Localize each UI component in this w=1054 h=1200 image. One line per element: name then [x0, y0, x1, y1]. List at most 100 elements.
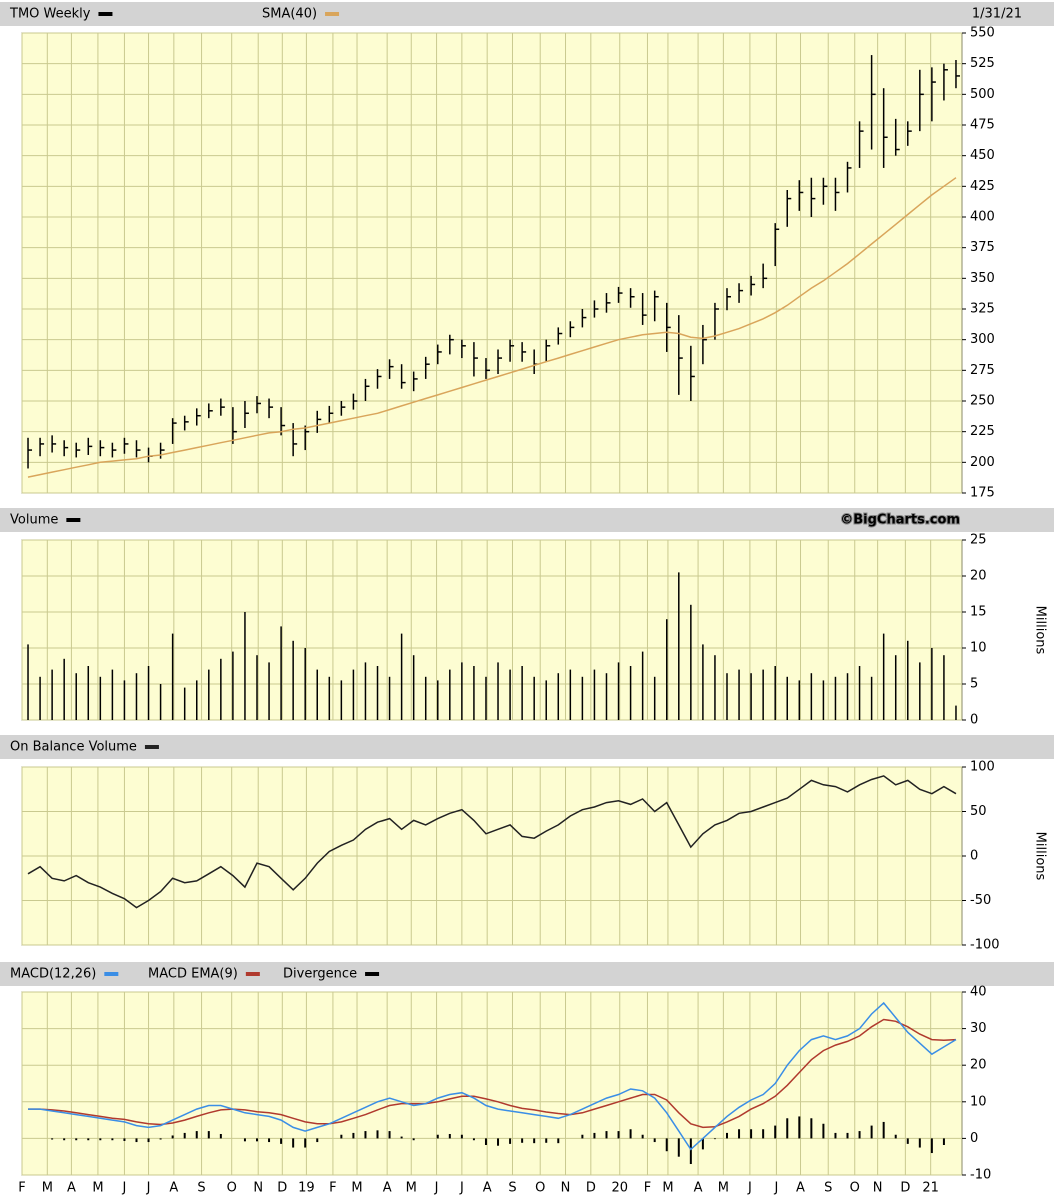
y-tick-label: 550 — [970, 26, 995, 41]
legend-swatch — [144, 745, 159, 749]
macd-line — [28, 1001, 957, 1151]
y-tick-label: 500 — [970, 87, 995, 102]
x-tick-label: M — [351, 1181, 362, 1196]
x-tick-label: M — [406, 1181, 417, 1196]
y-tick-label: 200 — [970, 455, 995, 470]
y-tick-label: 40 — [970, 985, 987, 1000]
y-tick-label: 425 — [970, 179, 995, 194]
x-tick-label: O — [850, 1181, 860, 1196]
x-tick-label: S — [824, 1181, 832, 1196]
x-tick-label: M — [92, 1181, 103, 1196]
x-tick-label: O — [227, 1181, 237, 1196]
legend-label: TMO Weekly — [9, 7, 91, 22]
y-tick-label: 30 — [970, 1021, 987, 1036]
y-tick-label: -50 — [970, 893, 991, 908]
macd-ema-line — [28, 1018, 957, 1129]
panel-header — [0, 962, 1054, 986]
x-tick-label: O — [535, 1181, 545, 1196]
x-tick-label: J — [146, 1181, 151, 1196]
x-tick-label: N — [561, 1181, 571, 1196]
y-tick-label: 275 — [970, 363, 995, 378]
x-tick-label: S — [197, 1181, 205, 1196]
y-tick-label: 325 — [970, 302, 995, 317]
legend-label: Divergence — [283, 967, 357, 982]
legend-label: Volume — [10, 513, 58, 528]
legend-label: SMA(40) — [262, 7, 317, 22]
x-tick-label: D — [900, 1181, 910, 1196]
x-tick-label: D — [586, 1181, 596, 1196]
legend-label: On Balance Volume — [10, 740, 137, 755]
x-tick-label: M — [662, 1181, 673, 1196]
plot-area — [21, 539, 963, 721]
y-tick-label: 375 — [970, 240, 995, 255]
x-tick-label: A — [796, 1181, 805, 1196]
x-tick-label: 20 — [611, 1181, 628, 1196]
x-tick-label: A — [67, 1181, 76, 1196]
x-tick-label: F — [329, 1181, 336, 1196]
y-tick-label: 10 — [970, 641, 987, 656]
x-tick-label: A — [169, 1181, 178, 1196]
y-tick-label: 100 — [970, 760, 995, 775]
y-tick-label: 450 — [970, 148, 995, 163]
plot-area — [21, 32, 963, 494]
plot-area — [21, 991, 963, 1176]
source-label: ©BigCharts.com — [840, 513, 960, 528]
panel-header — [0, 2, 1054, 26]
y-tick-label: 225 — [970, 424, 995, 439]
y-tick-label: 5 — [970, 677, 978, 692]
panel-header — [0, 735, 1054, 759]
panel-header — [0, 508, 1054, 532]
legend-label: MACD EMA(9) — [148, 967, 238, 982]
x-tick-label: M — [42, 1181, 53, 1196]
date-label: 1/31/21 — [972, 7, 1022, 22]
y-tick-label: 300 — [970, 332, 995, 347]
y-axis-label: Millions — [1033, 832, 1048, 881]
y-tick-label: -100 — [970, 938, 1000, 953]
x-tick-label: F — [644, 1181, 651, 1196]
x-tick-label: A — [483, 1181, 492, 1196]
legend-label: MACD(12,26) — [10, 967, 96, 982]
y-tick-label: 25 — [970, 533, 987, 548]
legend-swatch — [245, 972, 260, 976]
y-tick-label: 175 — [970, 486, 995, 501]
y-tick-label: 250 — [970, 394, 995, 409]
y-tick-label: 350 — [970, 271, 995, 286]
legend-swatch — [325, 12, 340, 16]
y-tick-label: 20 — [970, 569, 987, 584]
x-tick-label: J — [434, 1181, 439, 1196]
x-tick-label: F — [18, 1181, 25, 1196]
x-tick-label: M — [718, 1181, 729, 1196]
y-tick-label: 15 — [970, 605, 987, 620]
legend-swatch — [98, 12, 113, 16]
y-tick-label: 0 — [970, 1131, 978, 1146]
x-tick-label: N — [253, 1181, 263, 1196]
obv-line — [27, 775, 957, 909]
y-axis-label: Millions — [1033, 606, 1048, 655]
legend-swatch — [365, 972, 380, 976]
x-tick-label: S — [508, 1181, 516, 1196]
y-tick-label: 20 — [970, 1058, 987, 1073]
y-tick-label: 475 — [970, 118, 995, 133]
y-tick-label: 10 — [970, 1094, 987, 1109]
y-tick-label: 0 — [970, 713, 978, 728]
x-tick-label: J — [459, 1181, 464, 1196]
x-tick-label: A — [694, 1181, 703, 1196]
y-tick-label: 525 — [970, 56, 995, 71]
y-tick-label: 0 — [970, 849, 978, 864]
x-tick-label: N — [873, 1181, 883, 1196]
legend-swatch — [66, 518, 81, 522]
legend-swatch — [104, 972, 119, 976]
y-tick-label: 400 — [970, 210, 995, 225]
x-tick-label: J — [773, 1181, 778, 1196]
x-tick-label: A — [383, 1181, 392, 1196]
sma-line — [27, 177, 957, 478]
y-tick-label: -10 — [970, 1168, 991, 1183]
x-tick-label: 19 — [298, 1181, 315, 1196]
x-tick-label: D — [277, 1181, 287, 1196]
x-tick-label: 21 — [922, 1181, 939, 1196]
x-tick-label: J — [122, 1181, 127, 1196]
x-tick-label: J — [747, 1181, 752, 1196]
y-tick-label: 50 — [970, 804, 987, 819]
